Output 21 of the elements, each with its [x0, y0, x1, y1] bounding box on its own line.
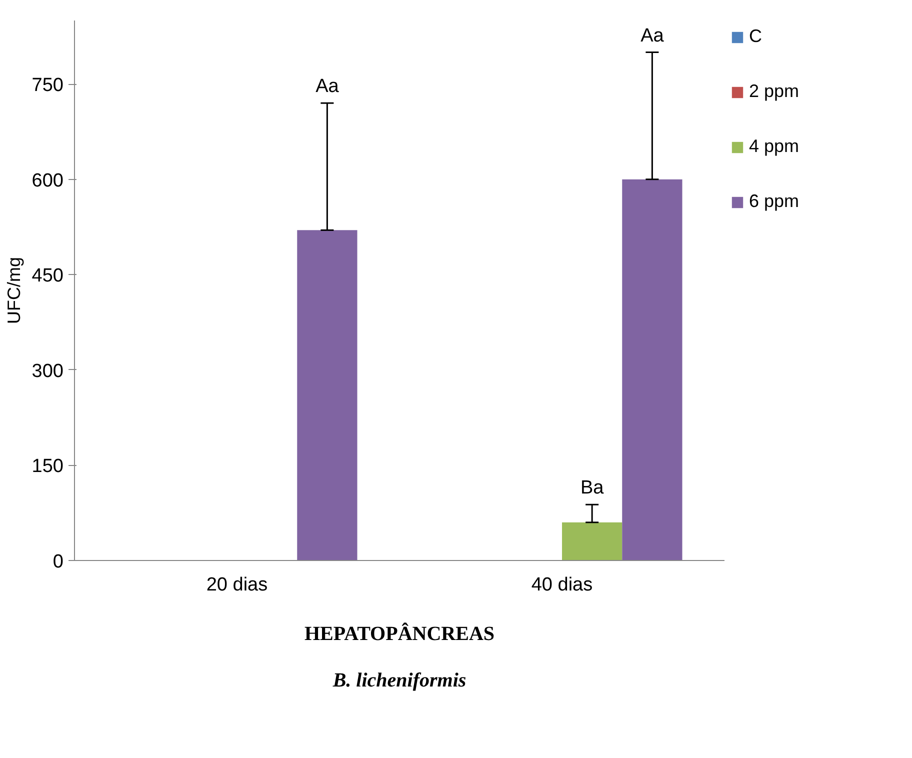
annotation: Aa: [316, 76, 340, 98]
x-tick-label: 40 dias: [531, 574, 593, 596]
annotation: Ba: [580, 478, 604, 499]
x-tick-label: 20 dias: [206, 574, 268, 596]
y-tick-label: 300: [32, 360, 64, 382]
legend-label: 2 ppm: [749, 81, 800, 102]
legend-label: 6 ppm: [749, 191, 800, 212]
y-tick-label: 450: [32, 266, 64, 287]
bar: [622, 179, 682, 560]
legend-label: 4 ppm: [749, 136, 800, 157]
text: B. licheniformis: [332, 670, 466, 692]
annotation: Aa: [640, 25, 664, 46]
y-axis-title: UFC/mg: [4, 257, 24, 324]
bar: [562, 522, 622, 560]
legend-label: C: [749, 26, 763, 47]
y-tick-label: 750: [32, 75, 64, 96]
bar: [297, 230, 358, 560]
text: HEPATOPÂNCREAS: [304, 622, 495, 645]
y-tick-label: 0: [52, 552, 64, 572]
y-tick-label: 150: [32, 456, 64, 478]
y-tick-label: 600: [32, 170, 64, 192]
